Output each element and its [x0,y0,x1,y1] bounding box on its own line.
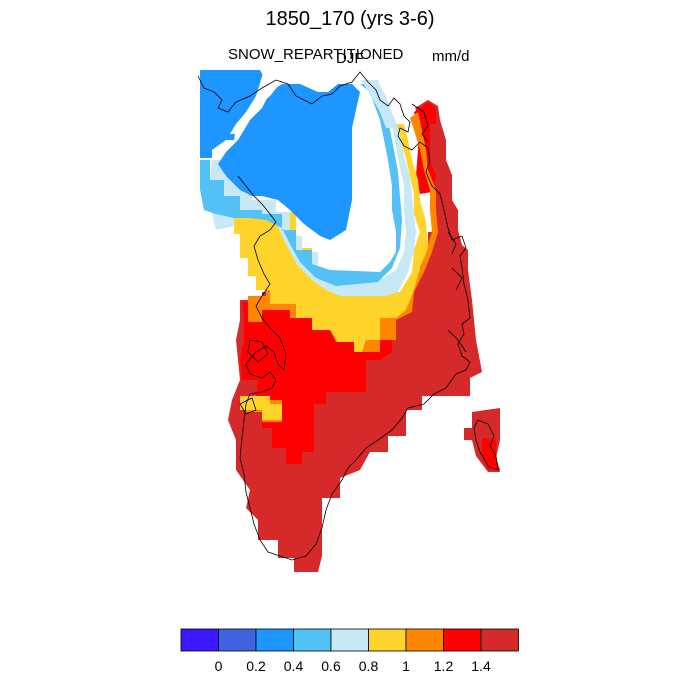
colorbar-tick-label: 1.2 [434,658,454,674]
coastline-ne-fjords [411,103,467,353]
region-0.2-0.4 [200,70,270,158]
colorbar-tick-label: 0.6 [321,658,341,674]
colorbar-bin [218,628,257,652]
coastline [197,71,471,561]
region-0.6-0.8-ne [362,80,398,128]
colorbar-tick-label: 0.4 [284,658,304,674]
colorbar-tick-label: 0.8 [359,658,379,674]
colorbar-bin [180,628,219,652]
units-label: mm/d [432,48,470,65]
region-0.2-0.4-interior [218,84,360,240]
colorbar-tick-label: 1.4 [471,658,491,674]
variable-label: SNOW_REPARTITIONED [228,46,404,63]
colorbar-tick-label: 1 [402,658,410,674]
colorbar-bin [480,628,519,652]
season-label: DJF [336,50,364,67]
colorbar-bin [293,628,332,652]
colorbar-bin [368,628,407,652]
region-1.2-1.4-island [482,438,500,470]
coastline-island [473,419,499,471]
colorbar-bin [330,628,369,652]
colorbar-bin [255,628,294,652]
colorbar-tick-label: 0.2 [246,658,266,674]
colorbar-bin [405,628,444,652]
region-0.8-1.0-south [240,396,282,420]
coastline-west-islands [239,339,269,415]
plot-title: 1850_170 (yrs 3-6) [265,8,435,30]
colorbar-tick-label: 0 [215,658,223,674]
colorbar-bin [443,628,482,652]
white-gap [230,70,286,134]
